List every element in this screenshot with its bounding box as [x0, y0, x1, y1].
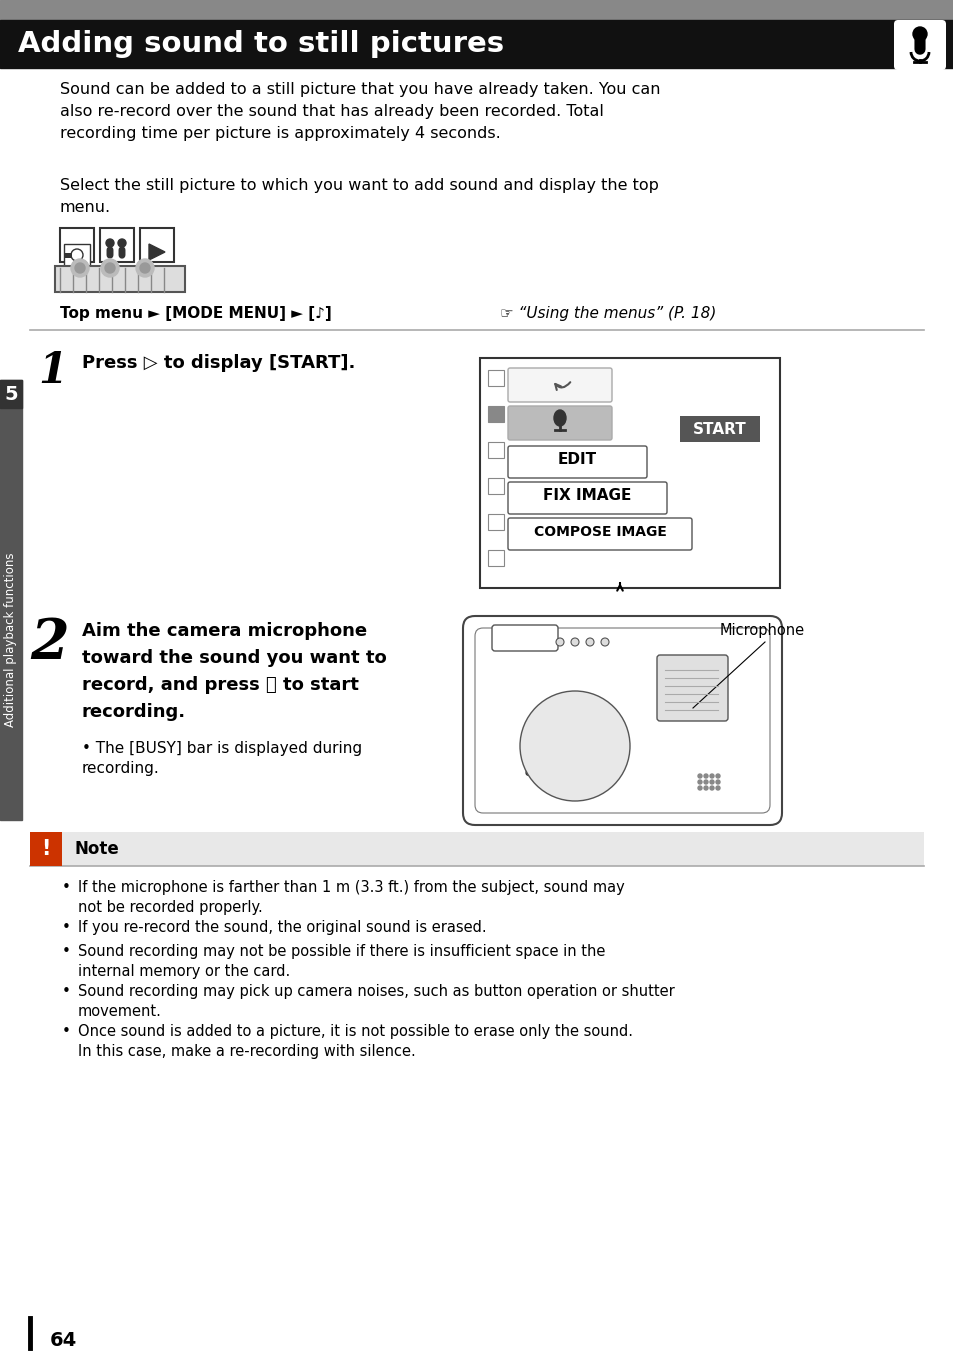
Text: Select the still picture to which you want to add sound and display the top
menu: Select the still picture to which you wa… — [60, 178, 659, 216]
Bar — [30, 832, 62, 866]
Bar — [0, 380, 22, 408]
FancyBboxPatch shape — [507, 446, 646, 478]
Text: • The [BUSY] bar is displayed during
recording.: • The [BUSY] bar is displayed during rec… — [82, 741, 362, 776]
FancyBboxPatch shape — [492, 626, 558, 651]
Circle shape — [600, 638, 608, 646]
Ellipse shape — [105, 263, 115, 273]
Bar — [140, 228, 173, 262]
FancyBboxPatch shape — [507, 518, 691, 550]
Text: Top menu ► [MODE MENU] ► [♪]: Top menu ► [MODE MENU] ► [♪] — [60, 305, 332, 322]
Text: Adding sound to still pictures: Adding sound to still pictures — [18, 30, 503, 58]
Text: Press ▷ to display [START].: Press ▷ to display [START]. — [82, 354, 355, 372]
FancyBboxPatch shape — [507, 368, 612, 402]
Circle shape — [716, 786, 720, 790]
Bar — [30, 832, 923, 866]
FancyBboxPatch shape — [679, 417, 760, 442]
Circle shape — [716, 773, 720, 778]
Ellipse shape — [519, 691, 629, 801]
Circle shape — [698, 780, 701, 784]
Text: Sound can be added to a still picture that you have already taken. You can
also : Sound can be added to a still picture th… — [60, 81, 659, 141]
Ellipse shape — [560, 731, 588, 760]
Text: 1: 1 — [38, 350, 67, 392]
Text: If the microphone is farther than 1 m (3.3 ft.) from the subject, sound may
not : If the microphone is farther than 1 m (3… — [78, 879, 624, 916]
Circle shape — [571, 638, 578, 646]
Bar — [488, 442, 503, 459]
Ellipse shape — [140, 263, 150, 273]
Bar — [64, 244, 90, 266]
Text: Microphone: Microphone — [720, 623, 804, 638]
Text: EDIT: EDIT — [557, 452, 596, 468]
Text: 5: 5 — [4, 384, 18, 403]
Text: ☞ “Using the menus” (P. 18): ☞ “Using the menus” (P. 18) — [499, 305, 716, 322]
Bar — [60, 228, 94, 262]
Bar — [100, 228, 133, 262]
Bar — [479, 358, 780, 588]
Circle shape — [709, 780, 713, 784]
Ellipse shape — [912, 27, 926, 41]
Text: •: • — [62, 944, 71, 959]
Circle shape — [703, 780, 707, 784]
FancyBboxPatch shape — [893, 20, 945, 71]
Circle shape — [716, 780, 720, 784]
Ellipse shape — [136, 259, 153, 277]
Text: START: START — [693, 422, 746, 437]
Polygon shape — [149, 244, 165, 261]
Ellipse shape — [546, 718, 602, 773]
Ellipse shape — [554, 410, 565, 426]
Text: COMPOSE IMAGE: COMPOSE IMAGE — [533, 525, 666, 539]
Bar — [488, 370, 503, 385]
Ellipse shape — [75, 263, 85, 273]
Bar — [0, 20, 953, 68]
Ellipse shape — [71, 248, 83, 261]
Text: 2: 2 — [30, 616, 69, 670]
Text: •: • — [62, 1025, 71, 1039]
Text: Sound recording may pick up camera noises, such as button operation or shutter
m: Sound recording may pick up camera noise… — [78, 984, 674, 1019]
Circle shape — [106, 239, 113, 247]
Text: •: • — [62, 984, 71, 999]
Circle shape — [698, 773, 701, 778]
Text: •: • — [62, 920, 71, 935]
Text: Once sound is added to a picture, it is not possible to erase only the sound.
In: Once sound is added to a picture, it is … — [78, 1025, 633, 1060]
Text: Sound recording may not be possible if there is insufficient space in the
intern: Sound recording may not be possible if t… — [78, 944, 605, 980]
Text: If you re-record the sound, the original sound is erased.: If you re-record the sound, the original… — [78, 920, 486, 935]
Circle shape — [585, 638, 594, 646]
Ellipse shape — [101, 259, 119, 277]
FancyBboxPatch shape — [507, 482, 666, 514]
FancyBboxPatch shape — [475, 628, 769, 813]
Text: •: • — [62, 879, 71, 896]
Text: FIX IMAGE: FIX IMAGE — [542, 489, 631, 503]
Ellipse shape — [533, 704, 617, 788]
Circle shape — [703, 773, 707, 778]
Circle shape — [709, 786, 713, 790]
Bar — [488, 514, 503, 531]
Bar — [64, 252, 71, 258]
Bar — [0, 0, 953, 20]
FancyBboxPatch shape — [657, 655, 727, 721]
FancyBboxPatch shape — [507, 406, 612, 440]
Circle shape — [703, 786, 707, 790]
Text: Additional playback functions: Additional playback functions — [5, 552, 17, 727]
Text: 64: 64 — [50, 1330, 77, 1349]
Text: Aim the camera microphone
toward the sound you want to
record, and press Ⓞ to st: Aim the camera microphone toward the sou… — [82, 622, 386, 722]
Bar — [55, 266, 185, 292]
Bar — [0, 380, 22, 820]
Circle shape — [698, 786, 701, 790]
Circle shape — [118, 239, 126, 247]
Text: OLYMPUS: OLYMPUS — [524, 768, 579, 778]
Circle shape — [709, 773, 713, 778]
Ellipse shape — [71, 259, 89, 277]
Bar — [488, 478, 503, 494]
Text: Note: Note — [75, 840, 120, 858]
Bar — [488, 406, 503, 422]
Polygon shape — [669, 417, 679, 429]
Text: !: ! — [41, 839, 51, 859]
Bar — [488, 550, 503, 566]
Circle shape — [556, 638, 563, 646]
FancyBboxPatch shape — [462, 616, 781, 825]
